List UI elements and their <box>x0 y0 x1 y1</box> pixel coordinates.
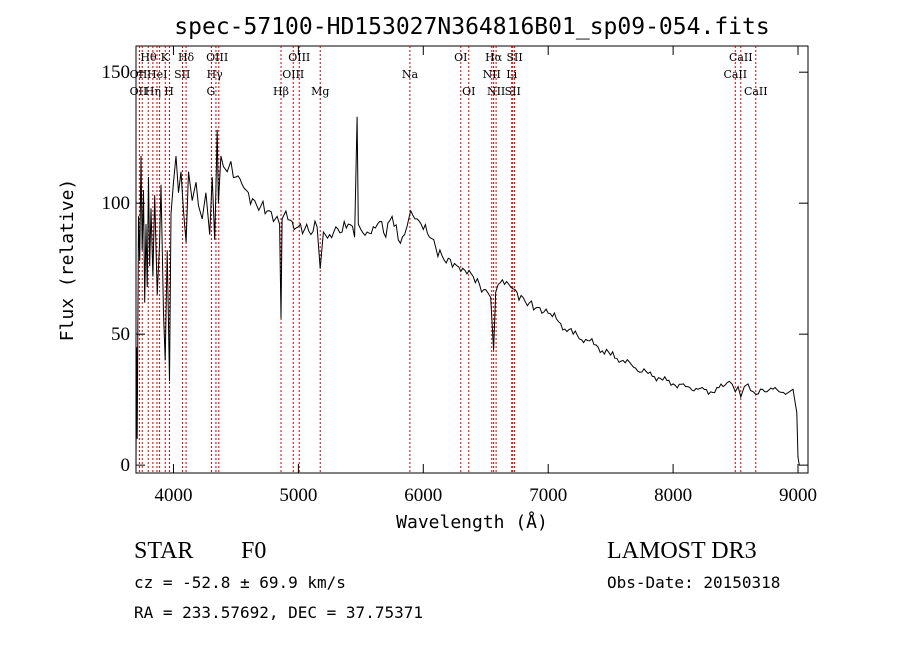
x-tick-label: 7000 <box>529 485 567 506</box>
sky-coordinates: RA = 233.57692, DEC = 37.75371 <box>134 603 423 622</box>
chart-title: spec-57100-HD153027N364816B01_sp09-054.f… <box>174 14 769 40</box>
y-axis-label: Flux (relative) <box>57 179 78 342</box>
emission-line-label: SII <box>506 51 522 64</box>
emission-line-label: CaII <box>729 51 753 64</box>
x-axis-ticks: 4000 5000 6000 7000 8000 9000 <box>154 46 817 506</box>
emission-line-label: OII <box>130 68 148 81</box>
x-tick-label: 5000 <box>279 485 317 506</box>
emission-line-labels: OIIOIIHθHηHeIKHSIIHδGHγOIIIHβOIIIOIIIMgN… <box>130 51 768 98</box>
spectral-subclass: F0 <box>241 538 267 564</box>
y-tick-label: 100 <box>102 193 131 214</box>
emission-line-label: NII <box>483 68 501 81</box>
y-tick-label: 50 <box>111 324 130 345</box>
emission-line-label: OII <box>130 85 148 98</box>
redshift-readout: cz = -52.8 ± 69.9 km/s <box>134 573 346 592</box>
emission-line-label: Hθ <box>140 51 157 64</box>
emission-line-label: G <box>207 85 216 98</box>
x-tick-label: 8000 <box>654 485 692 506</box>
x-axis-label: Wavelength (Å) <box>396 511 548 533</box>
emission-line-label: OIII <box>288 51 310 64</box>
y-axis-ticks: 0 50 100 150 <box>102 62 808 476</box>
object-type: STAR <box>134 538 194 564</box>
emission-line-label: OIII <box>206 51 228 64</box>
emission-line-label: Hδ <box>178 51 195 64</box>
emission-line-label: Na <box>402 68 419 81</box>
emission-line-label: Hγ <box>207 68 224 81</box>
emission-line-label: CaII <box>723 68 747 81</box>
emission-line-label: SII <box>174 68 190 81</box>
y-tick-label: 150 <box>102 62 131 83</box>
emission-line-label: Hα <box>485 51 503 64</box>
plot-frame <box>135 45 809 474</box>
emission-line-label: H <box>164 85 174 98</box>
emission-line-label: Li <box>506 68 517 81</box>
emission-line-label: NII <box>487 85 505 98</box>
emission-line-label: HeI <box>147 68 167 81</box>
spectrum-series-line <box>135 116 800 466</box>
x-tick-label: 4000 <box>154 485 192 506</box>
emission-line-label: OI <box>454 51 467 64</box>
emission-line-label: OIII <box>282 68 304 81</box>
emission-line-label: Mg <box>311 85 329 98</box>
emission-line-label: Hη <box>145 85 161 98</box>
observation-date: Obs-Date: 20150318 <box>607 573 781 592</box>
emission-line-label: SII <box>505 85 521 98</box>
emission-line-label: CaII <box>744 85 768 98</box>
emission-line-label: K <box>161 51 170 64</box>
x-tick-label: 6000 <box>404 485 442 506</box>
x-tick-label: 9000 <box>779 485 817 506</box>
emission-line-label: Hβ <box>273 85 289 98</box>
survey-name: LAMOST DR3 <box>607 538 757 564</box>
y-tick-label: 0 <box>121 455 131 476</box>
emission-line-label: OI <box>462 85 475 98</box>
